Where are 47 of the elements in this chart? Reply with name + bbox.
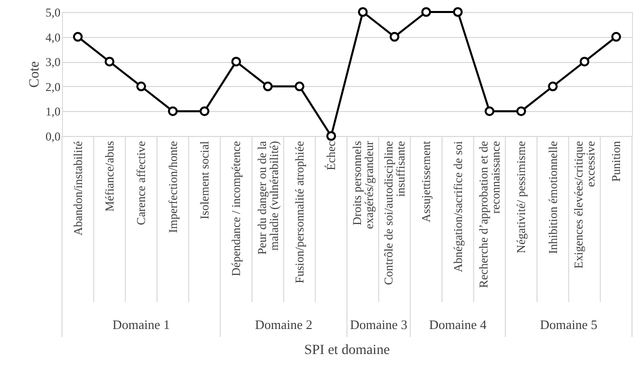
point xyxy=(516,106,526,116)
point xyxy=(548,82,558,92)
point xyxy=(421,7,432,17)
x-tick-label: Abandon/instabilité xyxy=(70,141,85,236)
point xyxy=(580,56,590,66)
x-tick-label: Recherche d’approbation et de reconnaissance xyxy=(476,141,502,288)
y-axis-title: Cote xyxy=(28,61,42,88)
y-tick-label: 4,0 xyxy=(46,30,60,44)
x-tick-label: Abnégation/sacrifice de soi xyxy=(450,140,465,272)
x-tick-label: Punition xyxy=(609,141,624,182)
text: Domaine 3 xyxy=(350,317,408,332)
x-tick-label: Fusion/personnalité atrophiée xyxy=(292,141,306,284)
x-tick-label: Méfiance/abus xyxy=(102,140,116,212)
x-tick-label: Exigences élevées/critique excessive xyxy=(572,141,598,269)
point xyxy=(390,32,400,42)
text: Domaine 1 xyxy=(112,317,170,332)
x-tick-label: Isolement social xyxy=(198,140,212,220)
point xyxy=(484,106,494,116)
point xyxy=(326,131,336,141)
x-axis-title: SPI et domaine xyxy=(304,343,390,358)
x-tick-label: Imperfection/honte xyxy=(166,141,180,233)
x-tick-label: Échec xyxy=(324,141,338,170)
y-tick-label: 0,0 xyxy=(46,130,60,144)
text: Domaine 2 xyxy=(254,317,312,332)
point xyxy=(358,7,368,17)
text: Domaine 5 xyxy=(540,317,598,332)
point xyxy=(294,82,304,92)
point xyxy=(72,32,83,42)
x-tick-label: Assujettissement xyxy=(419,140,434,222)
x-tick-label: Inhibition émotionnelle xyxy=(546,141,560,254)
y-tick-label: 3,0 xyxy=(46,55,60,70)
point xyxy=(611,32,622,42)
point xyxy=(452,7,463,17)
x-tick-label: Négativité/ pessimisme xyxy=(514,141,528,254)
point xyxy=(136,82,146,92)
point xyxy=(168,106,178,116)
y-tick-label: 5,0 xyxy=(46,6,60,20)
x-tick-label: Dépendance / incompétence xyxy=(229,141,244,276)
x-tick-label: Carence affective xyxy=(134,141,148,226)
point xyxy=(231,56,242,66)
y-tick-label: 1,0 xyxy=(46,104,60,119)
text: Domaine 4 xyxy=(429,317,488,332)
point xyxy=(200,106,210,116)
point xyxy=(104,56,114,66)
point xyxy=(262,82,273,92)
y-tick-label: 2,0 xyxy=(46,80,60,94)
x-tick-label: Peur du danger ou de la maladie (vulnérabilité) xyxy=(254,140,281,255)
